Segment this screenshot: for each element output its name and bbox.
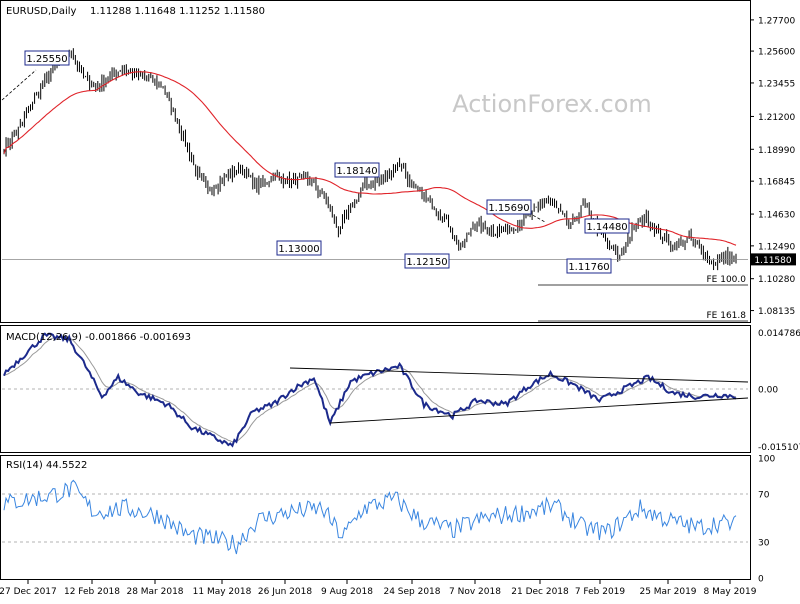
- x-axis-label: 7 Nov 2018: [449, 587, 501, 597]
- macd-line: [3, 332, 737, 448]
- x-axis-label: 21 Dec 2018: [511, 587, 569, 597]
- rsi-line: [3, 479, 737, 555]
- rsi-label: RSI(14) 44.5522: [6, 460, 87, 471]
- macd-axis-label: -0.015107: [758, 443, 800, 453]
- x-axis-label: 7 Feb 2019: [575, 587, 626, 597]
- macd-layer: [2, 332, 749, 448]
- price-axis-label: 1.27700: [758, 16, 795, 26]
- price-annotation-label: 1.13000: [278, 244, 319, 255]
- macd-axis-label: 0.014786: [758, 329, 800, 339]
- price-annotation-box: [404, 253, 450, 269]
- price-annotation-label: 1.15690: [488, 203, 529, 214]
- trend-dash: [1, 69, 37, 101]
- price-annotation-label: 1.11760: [568, 262, 609, 273]
- price-axis-label: 1.14630: [758, 211, 795, 221]
- macd-label: MACD(12,26,9) -0.001866 -0.001693: [6, 332, 191, 343]
- price-layer: FE 100.0 FE 161.8 1.25550 1.18140 1.13000 1.1…: [1, 48, 748, 322]
- x-axis-label: 27 Dec 2017: [0, 587, 57, 597]
- macd-panel-frame: [0, 325, 751, 453]
- price-axis-label: 1.12490: [758, 242, 795, 252]
- current-price-tag-label: 1.11580: [754, 256, 791, 266]
- price-axis-label: 1.25600: [758, 48, 795, 58]
- price-annotation-label: 1.14480: [586, 222, 627, 233]
- rsi-axis-label: 70: [758, 491, 770, 501]
- price-panel-frame: [0, 0, 751, 323]
- ohlc-values: 1.11288 1.11648 1.11252 1.11580: [90, 6, 265, 17]
- price-annotation-label: 1.18140: [336, 166, 377, 177]
- price-annotation-label: 1.25550: [26, 54, 67, 65]
- rsi-axis-label: 100: [758, 455, 775, 465]
- sma-line: [3, 71, 737, 246]
- price-axis-label: 1.18990: [758, 146, 795, 156]
- x-axis-label: 11 May 2018: [193, 587, 252, 597]
- price-axis-label: 1.16845: [758, 178, 795, 188]
- watermark: ActionForex.com: [452, 90, 652, 118]
- price-axis-label: 1.10280: [758, 275, 795, 285]
- rsi-axis-label: 0: [758, 575, 764, 585]
- price-axis-label: 1.23455: [758, 79, 795, 89]
- macd-signal-line: [3, 336, 737, 443]
- price-annotation-box: [486, 199, 532, 215]
- x-axis-label: 26 Jun 2018: [258, 587, 312, 597]
- price-annotation-box: [584, 218, 630, 234]
- x-axis-label: 9 Aug 2018: [321, 587, 373, 597]
- macd-trendline-lower: [329, 397, 749, 424]
- x-axis-label: 24 Sep 2018: [383, 587, 440, 597]
- macd-trendline-upper: [289, 367, 749, 383]
- price-annotation-box: [334, 162, 380, 178]
- price-annotation-box: [24, 50, 70, 66]
- macd-axis-label: 0.00: [758, 386, 778, 396]
- fe-100-label: FE 100.0: [707, 275, 747, 285]
- x-axis-label: 12 Feb 2018: [64, 587, 120, 597]
- x-axis-label: 25 Mar 2019: [639, 587, 696, 597]
- rsi-layer: [2, 479, 748, 555]
- symbol-label: EURUSD,Daily: [6, 6, 77, 17]
- price-annotation-box: [566, 258, 612, 274]
- rsi-panel-frame: [0, 455, 751, 580]
- fe-161-label: FE 161.8: [707, 311, 747, 321]
- price-axis-label: 1.08135: [758, 307, 795, 317]
- axis-layer: 1.27700 1.25600 1.23455 1.21200 1.18990 1.168…: [0, 16, 800, 597]
- x-axis-label: 8 May 2019: [704, 587, 757, 597]
- price-axis-label: 1.21200: [758, 113, 795, 123]
- rsi-axis-label: 30: [758, 539, 770, 549]
- x-axis-label: 28 Mar 2018: [126, 587, 183, 597]
- current-price-tag: [750, 253, 796, 266]
- price-annotation-label: 1.12150: [406, 257, 447, 268]
- price-annotation-box: [276, 240, 322, 256]
